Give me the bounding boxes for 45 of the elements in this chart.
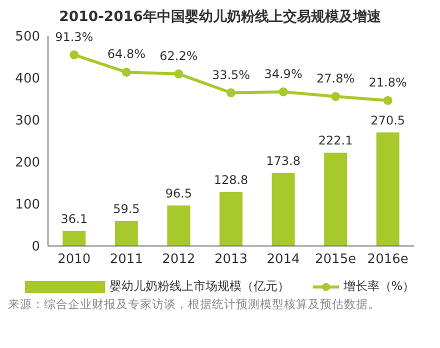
data-label: 33.5% [212,68,250,82]
x-tick-label: 2014 [266,252,300,268]
data-label: 62.2% [160,48,198,63]
y-tick-label: 300 [15,114,40,129]
x-tick-label: 2012 [162,252,196,268]
y-tick-label: 400 [15,72,40,87]
x-tick-label: 2016e [367,252,408,268]
chart-title: 2010-2016年中国婴幼儿奶粉线上交易规模及增速 [58,8,382,26]
point [331,92,340,102]
x-tick-label: 2011 [110,252,143,268]
x-tick-label: 2010 [58,252,91,268]
x-tick-label: 2013 [214,252,248,268]
point [174,69,184,78]
data-label: 27.8% [316,72,355,86]
data-label: 91.3% [55,30,94,44]
data-label: 270.5 [370,113,406,128]
data-label: 128.8 [214,172,248,187]
legend-label: 增长率（%） [343,278,415,295]
y-tick-label: 100 [15,198,40,213]
data-label: 21.8% [368,75,407,90]
bar [219,192,242,246]
point [383,96,392,105]
data-label: 64.8% [107,47,146,62]
x-tick-label: 2015e [315,252,356,268]
data-label: 34.9% [264,66,302,81]
y-tick-label: 500 [15,30,40,45]
point [226,88,236,98]
data-label: 36.1 [60,212,88,226]
point [122,68,131,77]
text: 婴幼儿奶粉线上市场规模（亿元） [109,278,290,295]
bar [167,205,190,246]
bar [272,173,295,246]
source-note: 来源：综合企业财报及专家访谈，根据统计预测模型核算及预估数据。 [8,297,381,312]
y-tick-label: 0 [32,240,40,255]
data-label: 173.8 [266,154,300,168]
bar [114,221,138,246]
bar [324,152,348,246]
point [70,50,79,60]
y-tick-label: 200 [15,156,40,171]
point [278,87,288,96]
data-label: 96.5 [165,186,192,200]
data-label: 59.5 [113,202,140,216]
bar [62,230,86,246]
bar [376,132,400,246]
data-label: 222.1 [318,134,353,148]
